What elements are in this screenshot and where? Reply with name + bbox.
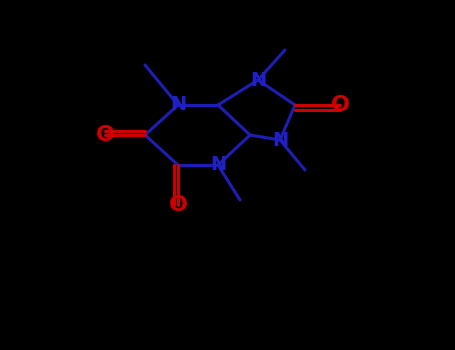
Text: O: O: [96, 125, 115, 145]
Text: N: N: [210, 155, 226, 175]
Text: N: N: [272, 131, 288, 149]
Text: N: N: [170, 96, 186, 114]
Text: O: O: [330, 95, 349, 115]
Text: O: O: [168, 195, 187, 215]
Text: N: N: [250, 70, 266, 90]
